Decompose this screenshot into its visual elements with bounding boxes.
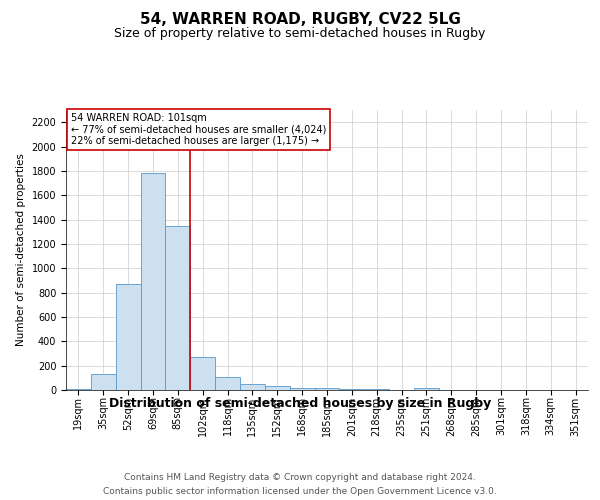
Bar [140,174,166,390]
Bar [240,384,265,390]
Text: Distribution of semi-detached houses by size in Rugby: Distribution of semi-detached houses by … [109,398,491,410]
Bar [116,284,140,390]
Bar [190,357,215,390]
Bar [66,389,91,390]
Bar [414,388,439,390]
Bar [340,389,364,390]
Bar [91,374,116,390]
Text: 54, WARREN ROAD, RUGBY, CV22 5LG: 54, WARREN ROAD, RUGBY, CV22 5LG [140,12,460,28]
Text: 54 WARREN ROAD: 101sqm
← 77% of semi-detached houses are smaller (4,024)
22% of : 54 WARREN ROAD: 101sqm ← 77% of semi-det… [71,113,326,146]
Bar [290,388,314,390]
Bar [166,226,190,390]
Bar [265,386,290,390]
Text: Size of property relative to semi-detached houses in Rugby: Size of property relative to semi-detach… [115,28,485,40]
Text: Contains public sector information licensed under the Open Government Licence v3: Contains public sector information licen… [103,488,497,496]
Bar [215,377,240,390]
Text: Contains HM Land Registry data © Crown copyright and database right 2024.: Contains HM Land Registry data © Crown c… [124,472,476,482]
Bar [314,388,340,390]
Y-axis label: Number of semi-detached properties: Number of semi-detached properties [16,154,26,346]
